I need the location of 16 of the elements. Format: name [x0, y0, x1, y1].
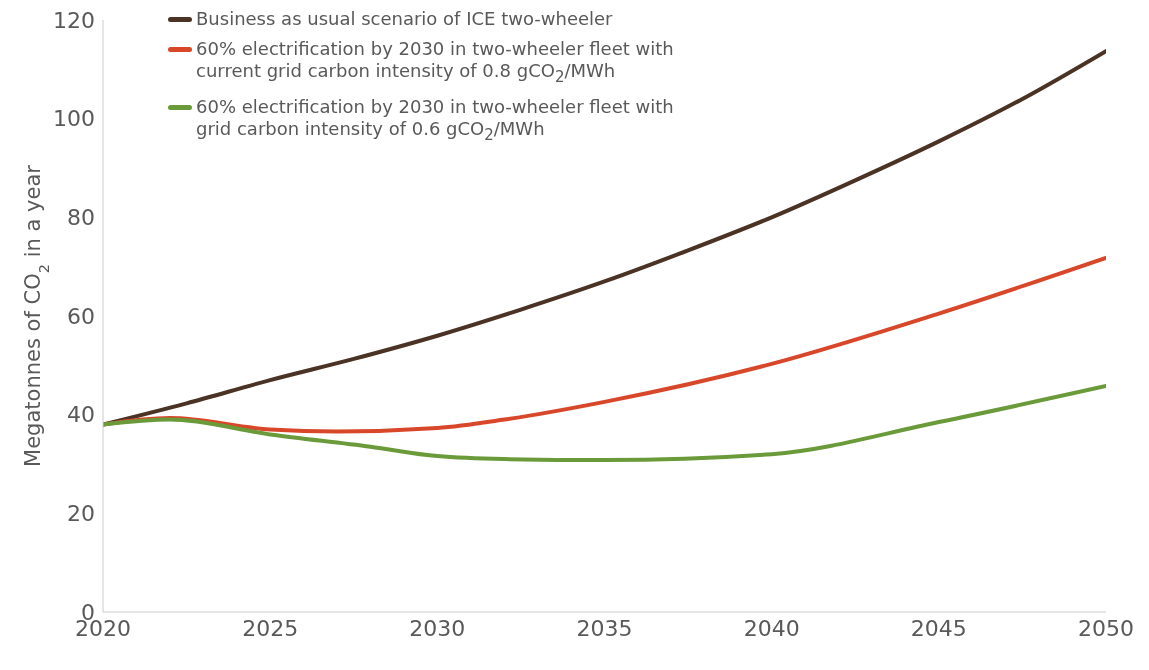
y-tick-label: 20	[67, 501, 95, 527]
x-tick-label: 2045	[910, 615, 967, 641]
legend-label: 60% electrification by 2030 in two-wheeler fleet with grid carbon intensity of 0.6 gCO$_{2}$/MWh	[196, 95, 675, 146]
y-tick-label: 100	[53, 106, 95, 132]
x-tick-label: 2035	[576, 615, 633, 641]
y-tick-label: 120	[53, 7, 95, 33]
line-series	[103, 384, 1106, 463]
legend-label: 60% electrification by 2030 in two-wheeler fleet with current grid carbon intensity of 0.8 gCO$_{2}$/MWh	[196, 38, 675, 88]
y-tick-label: 60	[67, 303, 95, 329]
y-tick-label: 40	[67, 402, 95, 428]
x-tick-label: 2050	[1078, 615, 1134, 641]
x-tick-label: 2030	[409, 615, 466, 641]
x-tick-label: 2040	[743, 615, 800, 641]
y-tick-label: 80	[67, 205, 95, 231]
legend-label: Business as usual scenario of ICE two-wheeler	[196, 8, 613, 30]
x-tick-label: 2025	[242, 615, 299, 641]
